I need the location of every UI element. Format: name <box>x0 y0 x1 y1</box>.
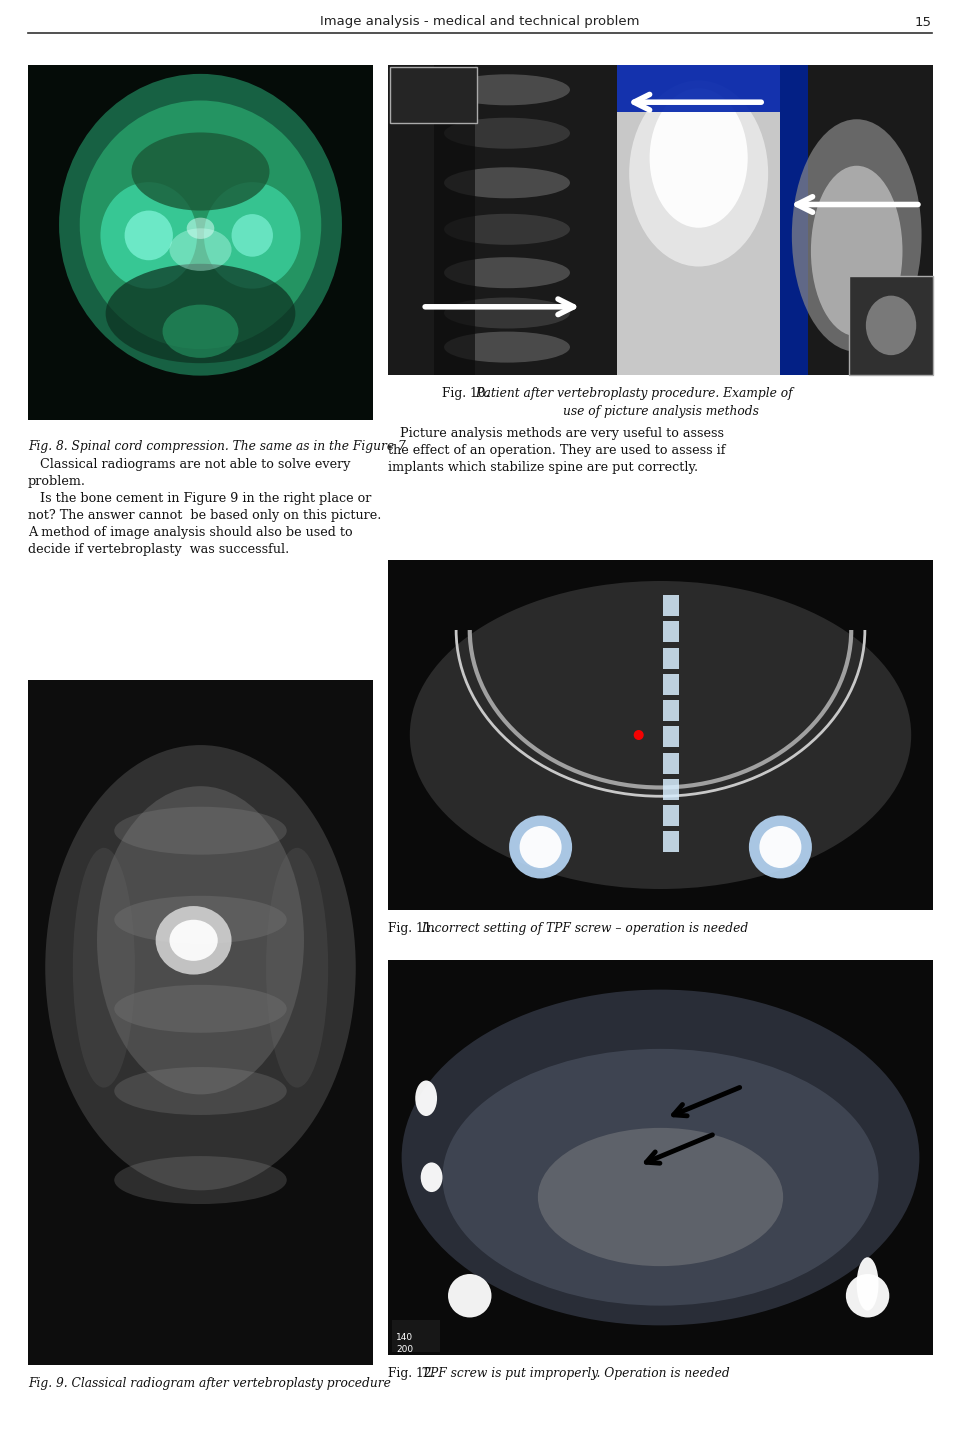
Ellipse shape <box>629 81 768 266</box>
Ellipse shape <box>45 745 356 1190</box>
Circle shape <box>448 1274 492 1317</box>
Ellipse shape <box>60 74 342 376</box>
Ellipse shape <box>444 331 570 363</box>
Text: use of picture analysis methods: use of picture analysis methods <box>563 405 758 418</box>
Bar <box>28 65 373 419</box>
Bar <box>392 1320 440 1352</box>
Text: Fig. 12.: Fig. 12. <box>388 1366 436 1379</box>
Bar <box>663 726 680 748</box>
Ellipse shape <box>410 581 911 889</box>
Text: Picture analysis methods are very useful to assess: Picture analysis methods are very useful… <box>388 427 724 440</box>
Ellipse shape <box>186 218 214 239</box>
Text: 200: 200 <box>396 1345 413 1353</box>
Text: 140: 140 <box>396 1333 413 1342</box>
Ellipse shape <box>97 787 304 1095</box>
Ellipse shape <box>811 166 902 337</box>
Ellipse shape <box>444 214 570 244</box>
Ellipse shape <box>538 1128 783 1267</box>
Ellipse shape <box>266 847 328 1087</box>
Bar <box>663 700 680 722</box>
Ellipse shape <box>162 305 238 357</box>
Text: Classical radiograms are not able to solve every: Classical radiograms are not able to sol… <box>28 458 350 471</box>
Text: 15: 15 <box>915 16 932 29</box>
Ellipse shape <box>420 1163 443 1192</box>
Bar <box>663 622 680 642</box>
Bar <box>388 65 617 375</box>
Bar <box>663 779 680 800</box>
Ellipse shape <box>650 88 748 228</box>
Text: Patient after vertebroplasty procedure. Example of: Patient after vertebroplasty procedure. … <box>472 388 793 401</box>
Ellipse shape <box>231 214 273 257</box>
Circle shape <box>846 1274 889 1317</box>
Ellipse shape <box>444 74 570 106</box>
Ellipse shape <box>125 211 173 260</box>
Text: problem.: problem. <box>28 474 86 487</box>
Text: Image analysis - medical and technical problem: Image analysis - medical and technical p… <box>321 16 639 29</box>
Bar <box>663 594 680 616</box>
Text: not? The answer cannot  be based only on this picture.: not? The answer cannot be based only on … <box>28 509 381 522</box>
Bar <box>663 752 680 774</box>
Ellipse shape <box>866 295 916 356</box>
Bar <box>388 560 933 910</box>
Bar <box>617 65 780 111</box>
Text: implants which stabilize spine are put correctly.: implants which stabilize spine are put c… <box>388 461 698 474</box>
Bar <box>388 960 933 1355</box>
Text: the effect of an operation. They are used to assess if: the effect of an operation. They are use… <box>388 444 726 457</box>
Ellipse shape <box>204 182 300 289</box>
Ellipse shape <box>444 117 570 149</box>
Text: Fig. 8. Spinal cord compression. The same as in the Figure 7: Fig. 8. Spinal cord compression. The sam… <box>28 440 406 453</box>
Ellipse shape <box>73 847 135 1087</box>
Text: A method of image analysis should also be used to: A method of image analysis should also b… <box>28 526 352 539</box>
Bar <box>780 65 933 375</box>
Ellipse shape <box>114 1067 287 1115</box>
Ellipse shape <box>444 168 570 198</box>
Circle shape <box>759 826 802 868</box>
Ellipse shape <box>106 263 296 363</box>
Ellipse shape <box>792 119 922 351</box>
Ellipse shape <box>170 920 218 960</box>
Ellipse shape <box>156 907 231 975</box>
Circle shape <box>509 816 572 879</box>
Ellipse shape <box>114 807 287 855</box>
Ellipse shape <box>444 257 570 288</box>
Bar <box>390 67 477 123</box>
Text: Is the bone cement in Figure 9 in the right place or: Is the bone cement in Figure 9 in the ri… <box>28 492 372 505</box>
Ellipse shape <box>444 298 570 328</box>
Bar <box>663 648 680 668</box>
Ellipse shape <box>856 1257 878 1310</box>
Bar <box>434 65 475 375</box>
Text: TPF screw is put improperly. Operation is needed: TPF screw is put improperly. Operation i… <box>418 1366 730 1379</box>
Text: decide if vertebroplasty  was successful.: decide if vertebroplasty was successful. <box>28 544 289 557</box>
Bar <box>849 276 933 375</box>
Ellipse shape <box>132 133 270 211</box>
Circle shape <box>749 816 812 879</box>
Bar <box>780 65 808 375</box>
Bar <box>617 65 780 375</box>
Ellipse shape <box>401 989 920 1326</box>
Text: Incorrect setting of TPF screw – operation is needed: Incorrect setting of TPF screw – operati… <box>418 923 748 936</box>
Circle shape <box>519 826 562 868</box>
Bar <box>663 805 680 826</box>
Ellipse shape <box>114 1155 287 1205</box>
Bar <box>663 674 680 694</box>
Ellipse shape <box>170 228 231 270</box>
Ellipse shape <box>114 895 287 944</box>
Ellipse shape <box>101 182 197 289</box>
Ellipse shape <box>114 985 287 1032</box>
Ellipse shape <box>416 1080 437 1116</box>
Ellipse shape <box>443 1048 878 1306</box>
Bar <box>388 65 933 375</box>
Ellipse shape <box>80 101 322 348</box>
Text: Fig. 9. Classical radiogram after vertebroplasty procedure: Fig. 9. Classical radiogram after verteb… <box>28 1377 391 1390</box>
Text: Fig. 10.: Fig. 10. <box>443 388 490 401</box>
Bar <box>663 831 680 852</box>
Bar <box>28 680 373 1365</box>
Circle shape <box>634 730 644 740</box>
Text: Fig. 11.: Fig. 11. <box>388 923 436 936</box>
